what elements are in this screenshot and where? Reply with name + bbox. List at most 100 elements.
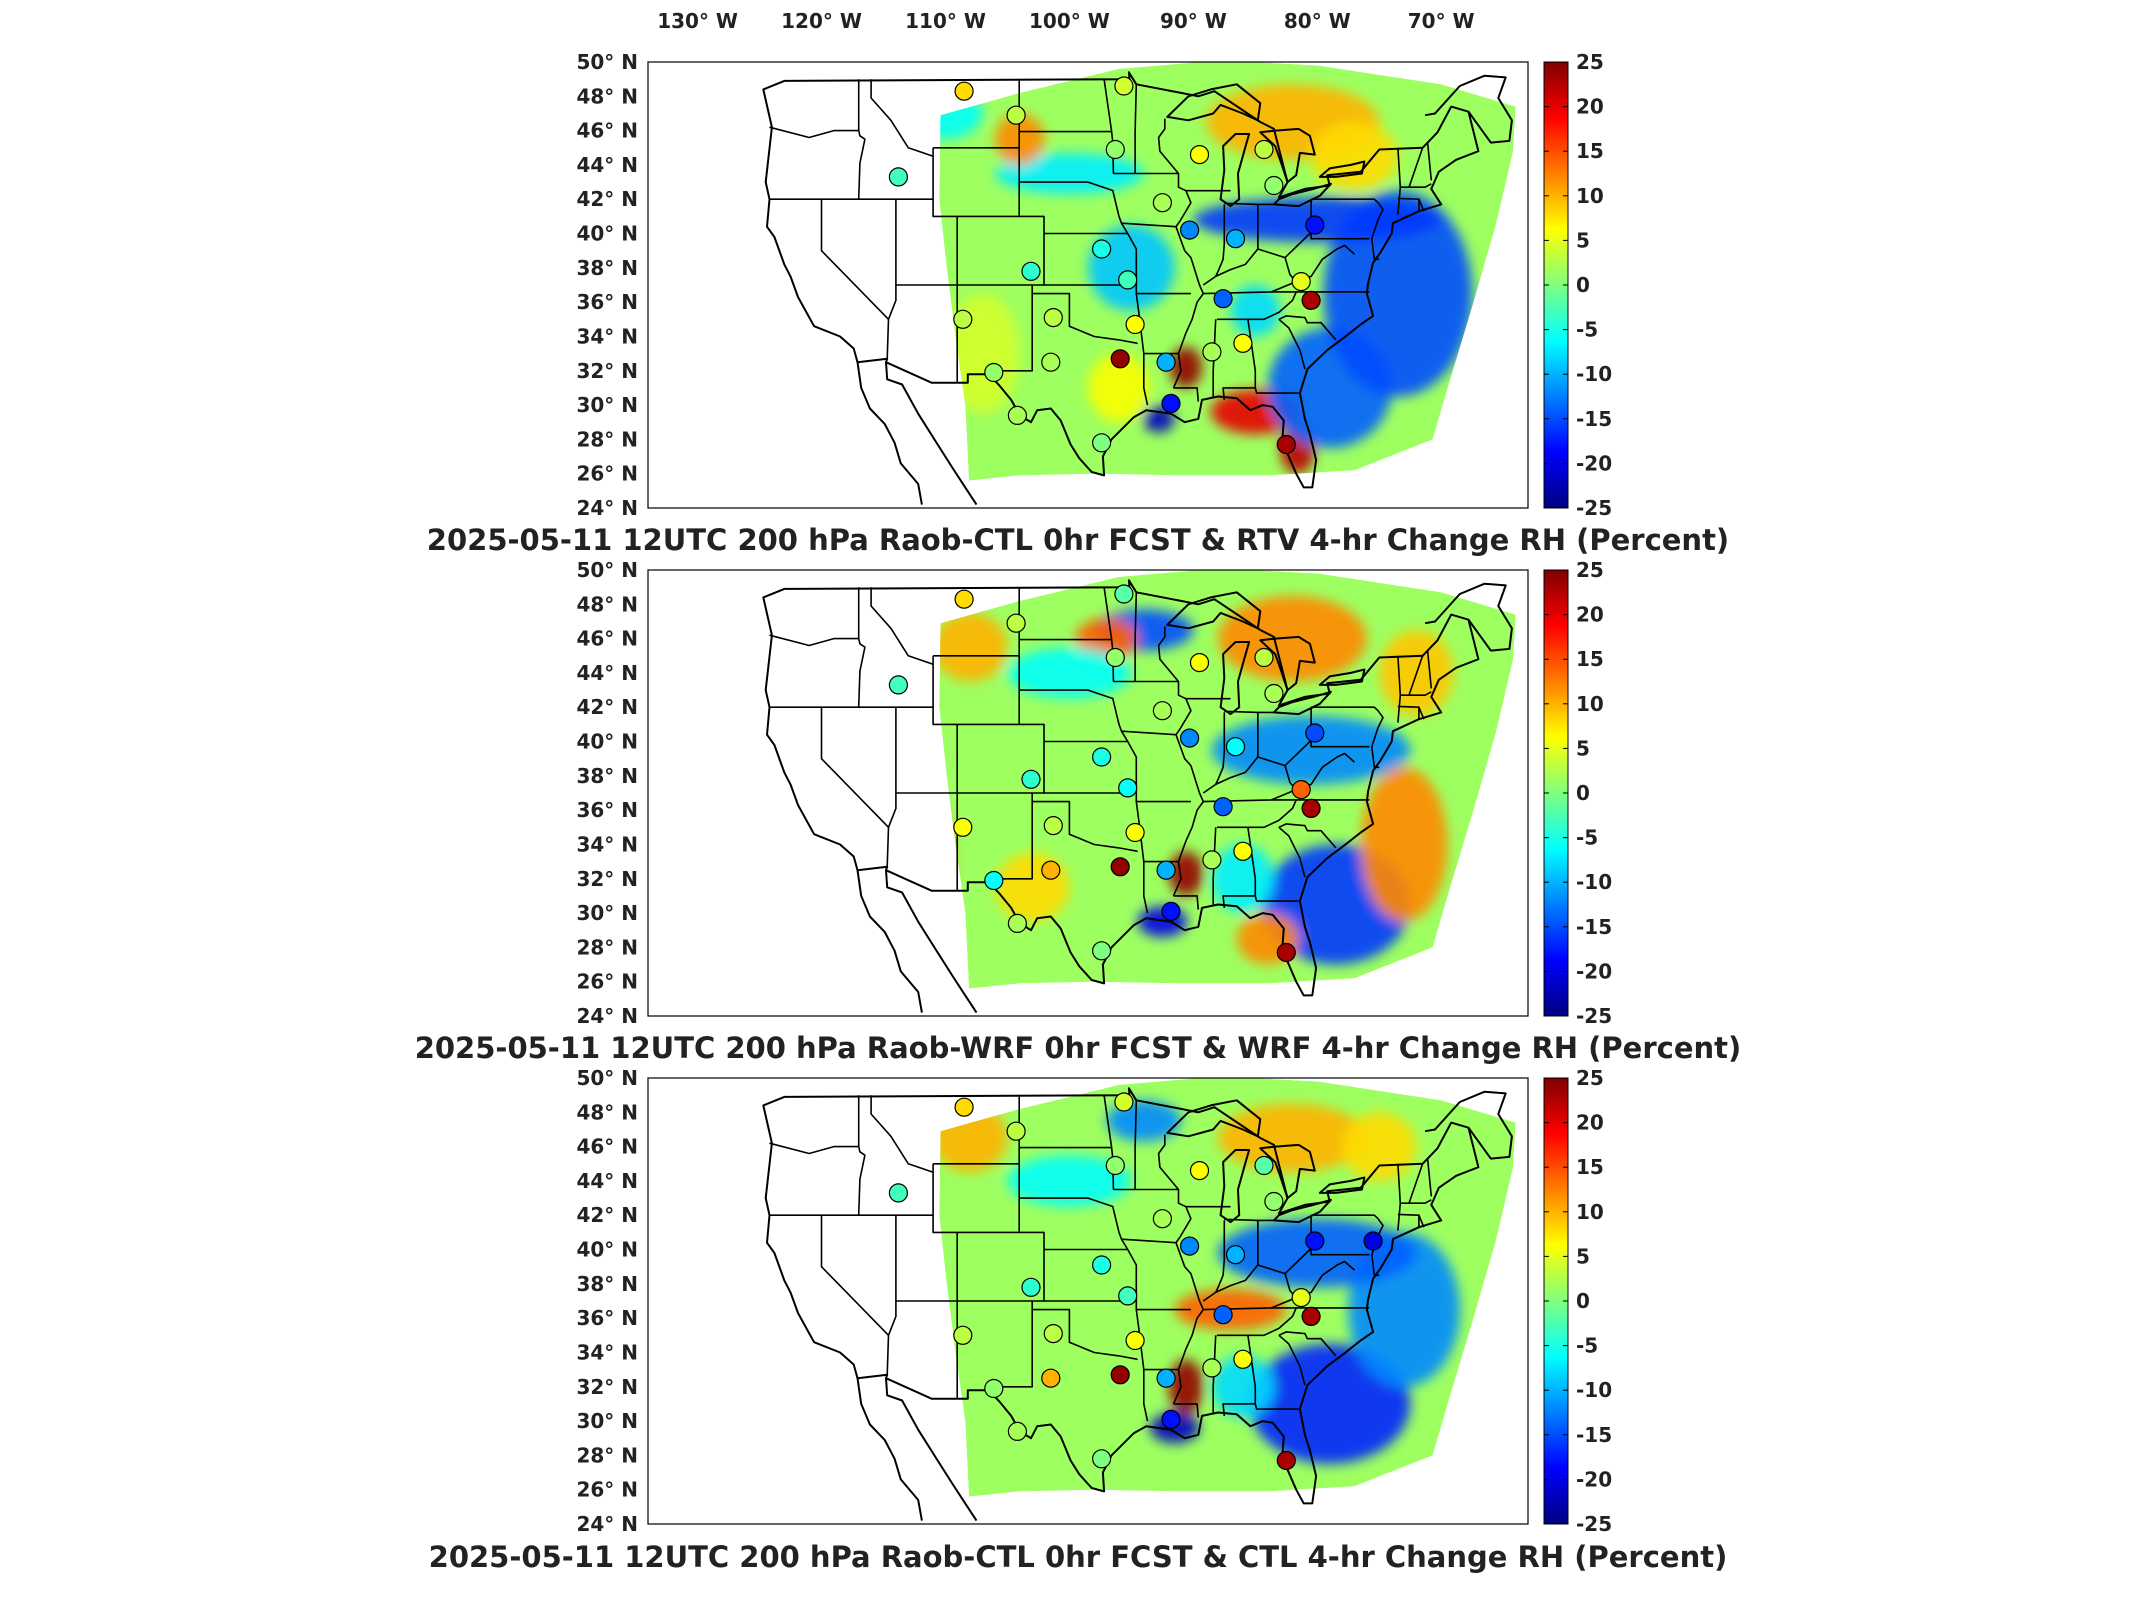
colorbar: 25 20 15 10 5 0 -5 -10 -15 -20 -25 (1543, 558, 1612, 1028)
raob-station-marker (984, 1378, 1004, 1399)
state-boundary (1135, 285, 1149, 406)
colorbar: 25 20 15 10 5 0 -5 -10 -15 -20 -25 (1543, 50, 1612, 520)
colorbar-label: -20 (1576, 959, 1612, 983)
state-boundary (1202, 712, 1226, 794)
state-boundary (1134, 1100, 1138, 1190)
field-anomaly (1211, 715, 1411, 785)
colorbar-label: -25 (1576, 496, 1612, 520)
latitude-label: 50° N (576, 558, 638, 582)
raob-station-marker (984, 870, 1004, 891)
raob-station-marker (1114, 1092, 1134, 1112)
raob-station-marker (1043, 815, 1063, 836)
field-anomaly (1168, 1359, 1204, 1415)
field-anomaly (1218, 1103, 1367, 1173)
state-boundary (1019, 689, 1114, 700)
raob-station-marker (1114, 584, 1134, 604)
state-boundary (1278, 826, 1306, 878)
raob-station-marker (1213, 289, 1233, 309)
state-boundary (1032, 292, 1138, 345)
state-boundary (769, 634, 859, 647)
state-boundary (1408, 655, 1424, 696)
state-boundary (820, 707, 890, 828)
state-boundary (932, 655, 959, 891)
longitude-label: 130° W (657, 9, 738, 33)
raob-station-marker (1291, 272, 1311, 292)
raob-station-marker (1091, 941, 1112, 961)
colorbar-label: -5 (1576, 826, 1598, 850)
colorbar-label: 0 (1576, 781, 1590, 805)
raob-station-marker (1264, 1191, 1284, 1212)
state-boundary (1157, 118, 1205, 389)
raob-station-marker (1125, 822, 1145, 843)
latitude-axis: 50° N 48° N 46° N 44° N 42° N 40° N 38° N 36° N… (576, 1066, 638, 1536)
rh-change-field (939, 1078, 1516, 1497)
raob-station-marker (1264, 683, 1284, 704)
raob-station-marker (1213, 797, 1233, 817)
state-boundary (857, 587, 866, 708)
baja-coast (856, 362, 923, 505)
state-boundary (1278, 315, 1337, 341)
state-boundary (857, 1095, 866, 1216)
colorbar-label: 20 (1576, 603, 1604, 627)
state-boundary (1254, 895, 1299, 902)
raob-station-marker (953, 1325, 973, 1345)
raob-station-marker (1021, 261, 1041, 281)
state-boundary (932, 147, 959, 383)
raob-station-marker (1006, 1121, 1026, 1141)
colorbar-label: 5 (1576, 228, 1590, 252)
raob-station-marker (1125, 1330, 1145, 1351)
raob-station-marker (1105, 139, 1125, 160)
rh-change-field (939, 62, 1516, 481)
raob-station-marker (1021, 769, 1041, 789)
state-boundary (1278, 823, 1337, 849)
raob-station-marker (1152, 193, 1173, 213)
colorbar-label: -15 (1576, 407, 1612, 431)
latitude-label: 26° N (576, 462, 638, 486)
latitude-label: 44° N (576, 153, 638, 177)
state-boundary (1121, 1238, 1177, 1244)
great-lake-outline (1219, 641, 1251, 716)
state-boundary (1112, 1206, 1138, 1301)
baja-coast (856, 1378, 923, 1521)
raob-station-marker (1110, 1365, 1130, 1385)
raob-station-marker (888, 1183, 909, 1203)
raob-station-marker (1276, 434, 1296, 455)
latitude-label: 46° N (576, 627, 638, 651)
state-boundary (820, 1215, 890, 1336)
raob-station-marker (1179, 728, 1200, 748)
raob-station-marker (1105, 1155, 1125, 1176)
state-boundary (1019, 1197, 1114, 1208)
raob-station-marker (1091, 747, 1112, 767)
latitude-label: 24° N (576, 1004, 638, 1028)
state-boundary (1212, 827, 1217, 907)
raob-station-marker (1363, 1231, 1383, 1251)
latitude-label: 32° N (576, 867, 638, 891)
raob-station-marker (1118, 778, 1138, 798)
latitude-label: 46° N (576, 1135, 638, 1159)
raob-station-marker (1301, 290, 1321, 310)
raob-station-marker (1301, 798, 1321, 819)
raob-stations (888, 76, 1325, 455)
raob-station-marker (1043, 308, 1063, 328)
raob-station-marker (888, 167, 909, 187)
panel-title: 2025-05-11 12UTC 200 hPa Raob-CTL 0hr FC… (427, 523, 1729, 557)
raob-station-marker (1301, 1306, 1321, 1327)
latitude-label: 34° N (576, 833, 638, 857)
longitude-label: 110° W (905, 9, 986, 33)
state-boundary (1426, 650, 1433, 689)
colorbar: 25 20 15 10 5 0 -5 -10 -15 -20 -25 (1543, 1066, 1612, 1536)
latitude-label: 32° N (576, 359, 638, 383)
colorbar-label: 0 (1576, 273, 1590, 297)
raob-station-marker (1118, 270, 1138, 290)
state-boundary (1121, 222, 1177, 228)
raob-station-marker (1091, 1255, 1112, 1275)
state-boundary (1112, 190, 1138, 285)
latitude-label: 42° N (576, 1203, 638, 1227)
longitude-label: 90° W (1160, 9, 1227, 33)
raob-station-marker (888, 675, 909, 695)
latitude-label: 30° N (576, 393, 638, 417)
latitude-label: 28° N (576, 1443, 638, 1467)
raob-station-marker (1091, 1449, 1112, 1469)
colorbar-label: -5 (1576, 318, 1598, 342)
state-boundary (769, 126, 859, 139)
